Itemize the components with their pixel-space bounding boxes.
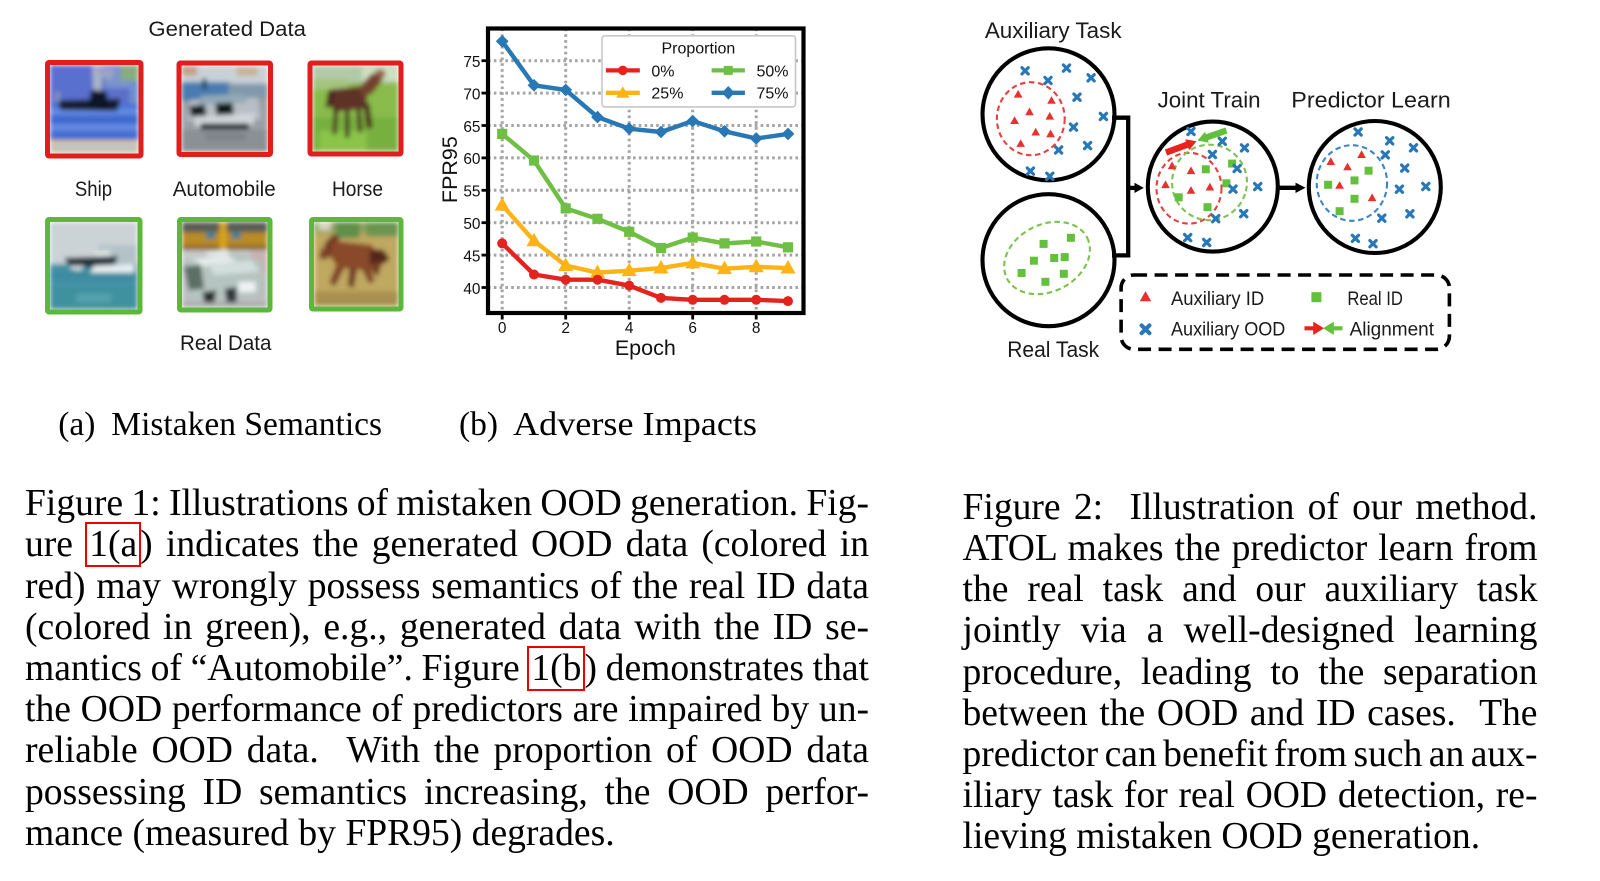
svg-text:Auxiliary ID: Auxiliary ID (1171, 288, 1264, 310)
svg-text:Epoch: Epoch (615, 336, 676, 360)
svg-text:70: 70 (463, 86, 480, 103)
svg-text:2: 2 (561, 320, 570, 337)
svg-text:0%: 0% (651, 63, 674, 80)
svg-text:55: 55 (463, 184, 480, 201)
svg-text:75: 75 (463, 54, 480, 71)
svg-text:(a): (a) (58, 406, 95, 443)
svg-text:Real Task: Real Task (1007, 337, 1100, 362)
svg-text:40: 40 (463, 281, 480, 298)
svg-text:Auxiliary Task: Auxiliary Task (985, 18, 1122, 43)
svg-text:Alignment: Alignment (1350, 318, 1435, 340)
svg-text:4: 4 (625, 320, 634, 337)
svg-text:FPR95: FPR95 (438, 136, 462, 203)
svg-text:Adverse Impacts: Adverse Impacts (513, 406, 757, 443)
svg-text:Mistaken Semantics: Mistaken Semantics (111, 406, 382, 443)
svg-text:Predictor Learn: Predictor Learn (1291, 88, 1450, 113)
svg-text:Automobile: Automobile (173, 176, 276, 201)
svg-text:Ship: Ship (75, 176, 112, 201)
svg-text:50%: 50% (757, 63, 789, 80)
svg-text:25%: 25% (651, 85, 683, 102)
svg-text:Auxiliary OOD: Auxiliary OOD (1171, 318, 1285, 340)
svg-text:(b): (b) (459, 406, 498, 443)
svg-text:6: 6 (688, 320, 697, 337)
svg-text:Proportion: Proportion (661, 41, 735, 58)
svg-text:Generated Data: Generated Data (148, 16, 307, 41)
svg-text:0: 0 (498, 320, 507, 337)
svg-text:8: 8 (752, 320, 761, 337)
svg-text:45: 45 (463, 248, 480, 265)
svg-text:60: 60 (463, 151, 480, 168)
svg-text:75%: 75% (757, 85, 789, 102)
svg-text:Real ID: Real ID (1347, 288, 1403, 310)
svg-text:Real Data: Real Data (180, 330, 272, 355)
svg-text:Joint Train: Joint Train (1158, 88, 1261, 113)
svg-text:Horse: Horse (332, 176, 383, 201)
svg-text:50: 50 (463, 216, 480, 233)
svg-text:65: 65 (463, 119, 480, 136)
